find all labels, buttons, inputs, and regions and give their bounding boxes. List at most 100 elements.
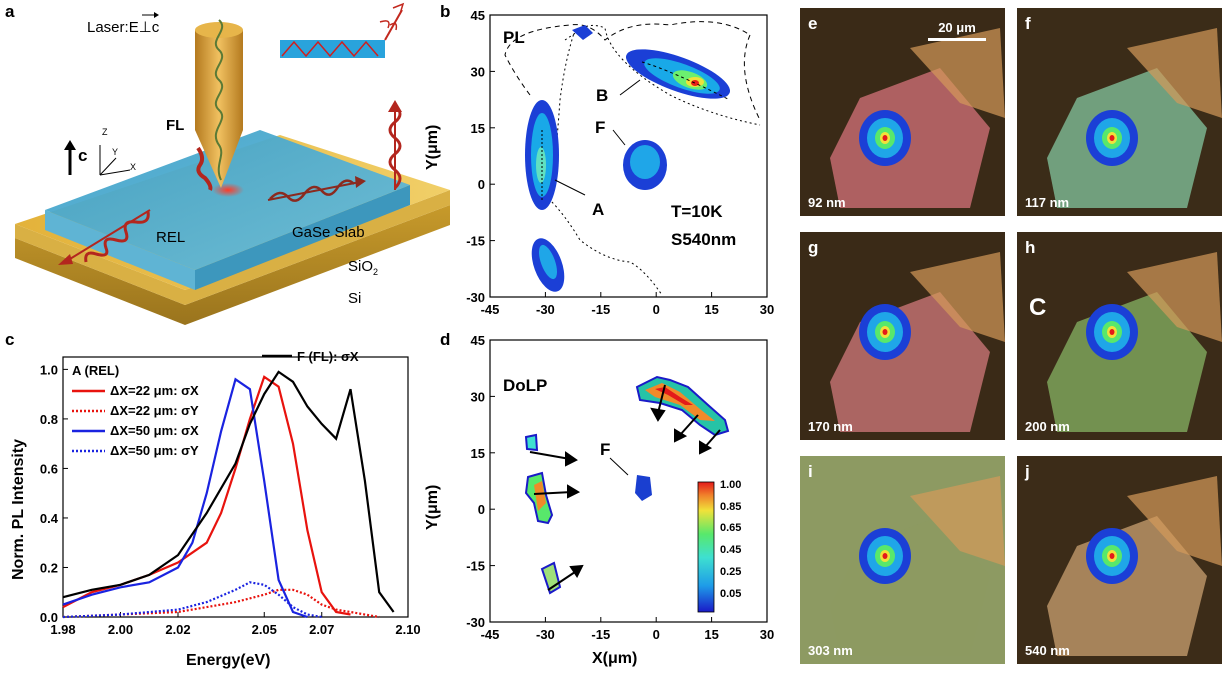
thickness-label: 303 nm bbox=[808, 643, 853, 658]
x-tick-label: 30 bbox=[760, 302, 774, 317]
rel-label: REL bbox=[156, 229, 186, 246]
x-tick-label: 15 bbox=[704, 302, 718, 317]
laser-spot bbox=[212, 183, 244, 197]
panel-c-frame bbox=[62, 356, 409, 618]
x-tick-label: 0 bbox=[653, 627, 660, 642]
inset-emission bbox=[384, 9, 403, 41]
thickness-label: 540 nm bbox=[1025, 643, 1070, 658]
x-tick-label: 0 bbox=[653, 302, 660, 317]
x-tick-label: 2.05 bbox=[252, 622, 277, 637]
c-axis-label: c bbox=[78, 146, 88, 165]
thickness-label: 170 nm bbox=[808, 419, 853, 434]
flake-region bbox=[1127, 252, 1222, 342]
x-tick-label: 2.00 bbox=[108, 622, 133, 637]
pl-spot bbox=[882, 553, 888, 559]
colorbar-ticks: 1.00 0.85 0.65 0.45 0.25 0.05 bbox=[720, 475, 741, 605]
micrograph-i: i 303 nm bbox=[800, 456, 1005, 664]
spectrum-line bbox=[62, 377, 308, 619]
micrograph-image bbox=[830, 476, 1005, 656]
y-tick-label: 0.8 bbox=[40, 412, 58, 427]
micrograph-j: j 540 nm bbox=[1017, 456, 1222, 664]
polarization-arrows bbox=[529, 384, 721, 591]
x-tick-label: -15 bbox=[591, 627, 610, 642]
flake-region bbox=[910, 476, 1005, 566]
panel-c-spectra: 1.98 2.00 2.02 2.05 2.07 2.10 0.0 0.2 0.4 0.6 0.8 1… bbox=[40, 349, 421, 637]
sample-label: S540nm bbox=[671, 230, 737, 249]
in-plane-arrow bbox=[267, 181, 361, 201]
slab-side-right bbox=[195, 185, 410, 290]
micrograph-image bbox=[1047, 252, 1222, 432]
scale-bar-line bbox=[928, 38, 986, 41]
panel-b-letter: b bbox=[440, 2, 451, 21]
laser-field: E⊥c bbox=[128, 19, 160, 36]
panel-d-letter: d bbox=[440, 330, 451, 349]
y-tick-label: -30 bbox=[466, 615, 485, 630]
y-tick-label: -15 bbox=[466, 559, 485, 574]
colorbar-tick: 0.45 bbox=[720, 544, 742, 557]
micrograph-h: h 200 nm C bbox=[1017, 232, 1222, 440]
legend-label: ΔX=22 μm: σY bbox=[110, 403, 199, 418]
waveguide-inset bbox=[280, 40, 385, 58]
panel-c-letter: c bbox=[5, 330, 15, 349]
si-layer bbox=[15, 205, 450, 325]
x-tick-label: 2.02 bbox=[165, 622, 190, 637]
micrograph-letter: i bbox=[808, 462, 813, 481]
y-axis bbox=[99, 157, 117, 176]
x-tick-label: -30 bbox=[536, 627, 555, 642]
micrograph-image bbox=[1047, 476, 1222, 656]
thickness-label: 92 nm bbox=[808, 195, 846, 210]
panel-c-xlabel: Energy(eV) bbox=[186, 652, 271, 669]
gase-slab-top bbox=[45, 130, 410, 270]
label-B: B bbox=[596, 86, 609, 105]
slab-label: GaSe Slab bbox=[292, 224, 365, 241]
micrograph-image bbox=[1047, 28, 1222, 208]
pl-spot bbox=[1109, 329, 1115, 335]
rel-left-arrow bbox=[64, 209, 151, 263]
pl-spot bbox=[1109, 135, 1115, 141]
fl-wave bbox=[196, 146, 213, 191]
colorbar-tick: 1.00 bbox=[720, 479, 742, 491]
colorbar-tick: 0.05 bbox=[720, 587, 742, 600]
y-tick-label: 15 bbox=[471, 446, 485, 461]
spectrum-line bbox=[62, 588, 380, 619]
thickness-label: 117 nm bbox=[1025, 195, 1070, 210]
sio2-label: SiO bbox=[348, 258, 374, 275]
y-tick-label: 45 bbox=[471, 333, 485, 348]
fl-label: FL bbox=[166, 117, 185, 134]
x-axis bbox=[99, 169, 131, 176]
micrograph-f: f 117 nm bbox=[1017, 8, 1222, 216]
scale-bar-label: 20 μm bbox=[938, 20, 976, 35]
x-tick-label: -45 bbox=[481, 302, 500, 317]
x-tick-label: -15 bbox=[591, 302, 610, 317]
panel-a-illustration bbox=[15, 2, 450, 325]
colorbar-tick: 0.65 bbox=[720, 522, 742, 535]
spectrum-line bbox=[62, 581, 322, 619]
sio2-subscript: 2 bbox=[373, 267, 379, 277]
x-tick-label: 15 bbox=[704, 627, 718, 642]
pl-spot bbox=[882, 329, 888, 335]
panel-b-tag: PL bbox=[503, 28, 525, 47]
flake-region bbox=[910, 28, 1005, 118]
slab-side-front bbox=[45, 210, 195, 290]
x-tick-label: -45 bbox=[481, 627, 500, 642]
panel-c-ylabel: Norm. PL Intensity bbox=[10, 438, 27, 580]
x-tick-label: 30 bbox=[760, 627, 774, 642]
colorbar-tick: 0.25 bbox=[720, 565, 742, 578]
thickness-label: 200 nm bbox=[1025, 419, 1070, 434]
micrograph-letter: h bbox=[1025, 238, 1036, 257]
laser-wave bbox=[214, 19, 224, 181]
micrograph-letter: f bbox=[1025, 14, 1031, 33]
colorbar bbox=[697, 481, 715, 613]
legend-label: ΔX=50 μm: σY bbox=[110, 443, 199, 458]
scale-bar: 20 μm bbox=[922, 20, 992, 41]
micrograph-letter: g bbox=[808, 238, 819, 257]
micrograph-image bbox=[830, 28, 1005, 208]
y-tick-label: 30 bbox=[471, 389, 485, 404]
y-tick-label: 1.0 bbox=[40, 362, 58, 377]
laser-cylinder-top bbox=[195, 22, 243, 38]
y-tick-label: 0.0 bbox=[40, 610, 58, 625]
y-tick-label: 0 bbox=[478, 502, 485, 517]
x-axis-label: X bbox=[130, 162, 137, 172]
panel-d-tag: DoLP bbox=[503, 376, 548, 395]
